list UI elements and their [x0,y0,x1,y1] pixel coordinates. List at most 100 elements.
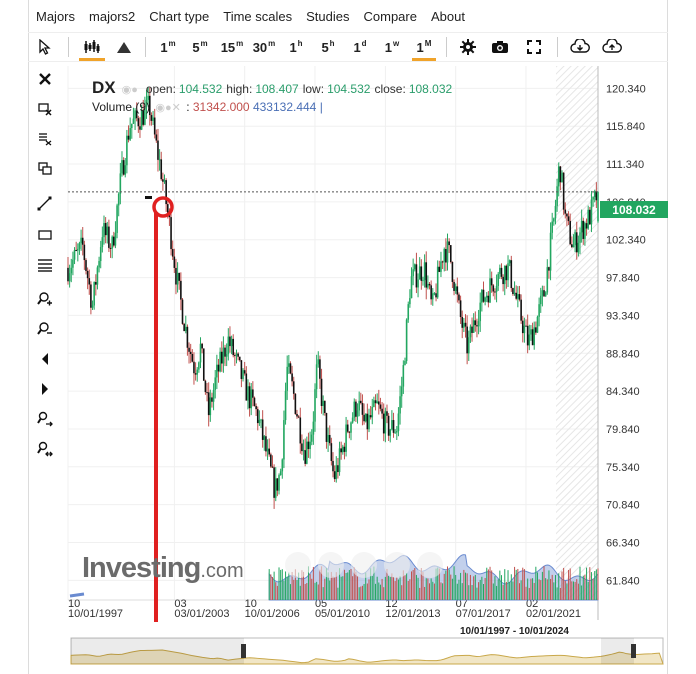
menu-item-studies[interactable]: Studies [306,8,350,24]
candle-body [407,304,410,320]
candle-body [548,267,550,271]
y-tick-label: 84.340 [606,386,640,398]
candle-body [281,459,284,472]
timeframe-15m[interactable]: 15 m [216,32,248,62]
x-tick-label: 03 [174,598,186,610]
candle-body [564,209,567,214]
candle-body [523,325,526,334]
fullscreen-icon[interactable] [517,32,551,62]
candle-body [176,272,179,285]
candle-body [400,386,403,397]
download-icon[interactable] [564,32,596,62]
zoom-in-icon[interactable] [36,290,54,308]
candle-body [261,419,264,440]
candle-body [158,159,161,161]
candle-body [73,249,76,260]
gear-icon[interactable] [453,32,483,62]
menu-item-majors[interactable]: Majors [36,8,76,24]
menu-item-about[interactable]: About [430,8,465,24]
menu-item-compare[interactable]: Compare [363,8,417,24]
timeframe-30m[interactable]: 30 m [248,32,280,62]
volume-value: 31342.000 [192,100,250,114]
candle-body [431,293,434,300]
trendline-icon[interactable] [36,194,54,212]
upload-icon[interactable] [596,32,628,62]
candle-body [201,343,203,349]
candle-body [366,413,369,430]
candle-body [139,126,141,130]
timeframe-label: 1 [416,39,424,55]
chart-nav-button [285,552,311,578]
candle-body [188,347,190,352]
zoom-fit-icon[interactable] [36,410,54,428]
arrow-right-icon[interactable] [36,380,54,398]
candle-body [93,282,95,306]
candle-body [106,226,109,236]
candle-body [194,373,197,375]
y-tick-label: 93.340 [606,310,640,322]
timeframe-label: 5 [321,39,329,55]
candle-body [420,266,423,281]
cursor-icon[interactable] [28,32,62,62]
eye-icon[interactable]: ◉●✕ [155,102,181,114]
candle-body [299,417,302,444]
crosshair-x-icon[interactable] [36,100,54,118]
area-chart-icon[interactable] [109,32,139,62]
candlestick-icon[interactable] [75,32,109,62]
candle-body [162,179,164,182]
candle-body [476,325,478,327]
candle-body [337,465,339,473]
candle-body [510,260,513,289]
candle-body [371,406,374,418]
timeframe-group: 1 m 5 m 15 m 30 m 1 h 5 h 1 d 1 w 1 M [152,32,440,62]
date-range-label: 10/01/1997 - 10/01/2024 [460,626,569,637]
menu-item-chart-type[interactable]: Chart type [149,8,210,24]
zoom-out-icon[interactable] [36,320,54,338]
candle-body [386,411,388,416]
fib-icon[interactable] [36,130,54,148]
candle-body [453,281,455,291]
candle-body [348,431,351,433]
candle-body [80,237,82,244]
candle-body [497,273,500,286]
candle-body [103,223,105,238]
candle-body [350,422,352,433]
candle-body [413,264,416,270]
close-icon[interactable] [36,70,54,88]
candle-body [381,408,383,414]
candle-body [503,265,506,285]
y-tick-label: 115.840 [606,121,645,133]
candle-body [526,325,529,346]
candle-body [140,110,143,130]
candle-body [556,186,558,206]
candle-body [153,117,156,135]
eye-icon[interactable]: ◉● [121,84,138,96]
copy-icon[interactable] [36,160,54,178]
hlines-icon[interactable] [36,256,54,274]
zoom-reset-icon[interactable] [36,440,54,458]
arrow-left-icon[interactable] [36,350,54,368]
candle-body [117,193,120,206]
candle-body [70,267,73,274]
volume-legend: Volume (9) ◉●✕ : 31342.000 433132.444 | [92,100,323,114]
candle-body [211,397,213,402]
menu-item-majors2[interactable]: majors2 [89,8,136,24]
candle-body [579,232,581,243]
menu-item-time-scales[interactable]: Time scales [223,8,293,24]
candle-body [238,356,241,361]
candle-body [530,329,532,335]
candle-body [90,284,92,308]
candle-body [394,432,396,434]
x-tick-sublabel: 12/01/2013 [385,608,440,620]
candle-body [364,413,367,422]
rectangle-icon[interactable] [36,226,54,244]
candle-body [464,322,467,327]
camera-icon[interactable] [483,32,517,62]
